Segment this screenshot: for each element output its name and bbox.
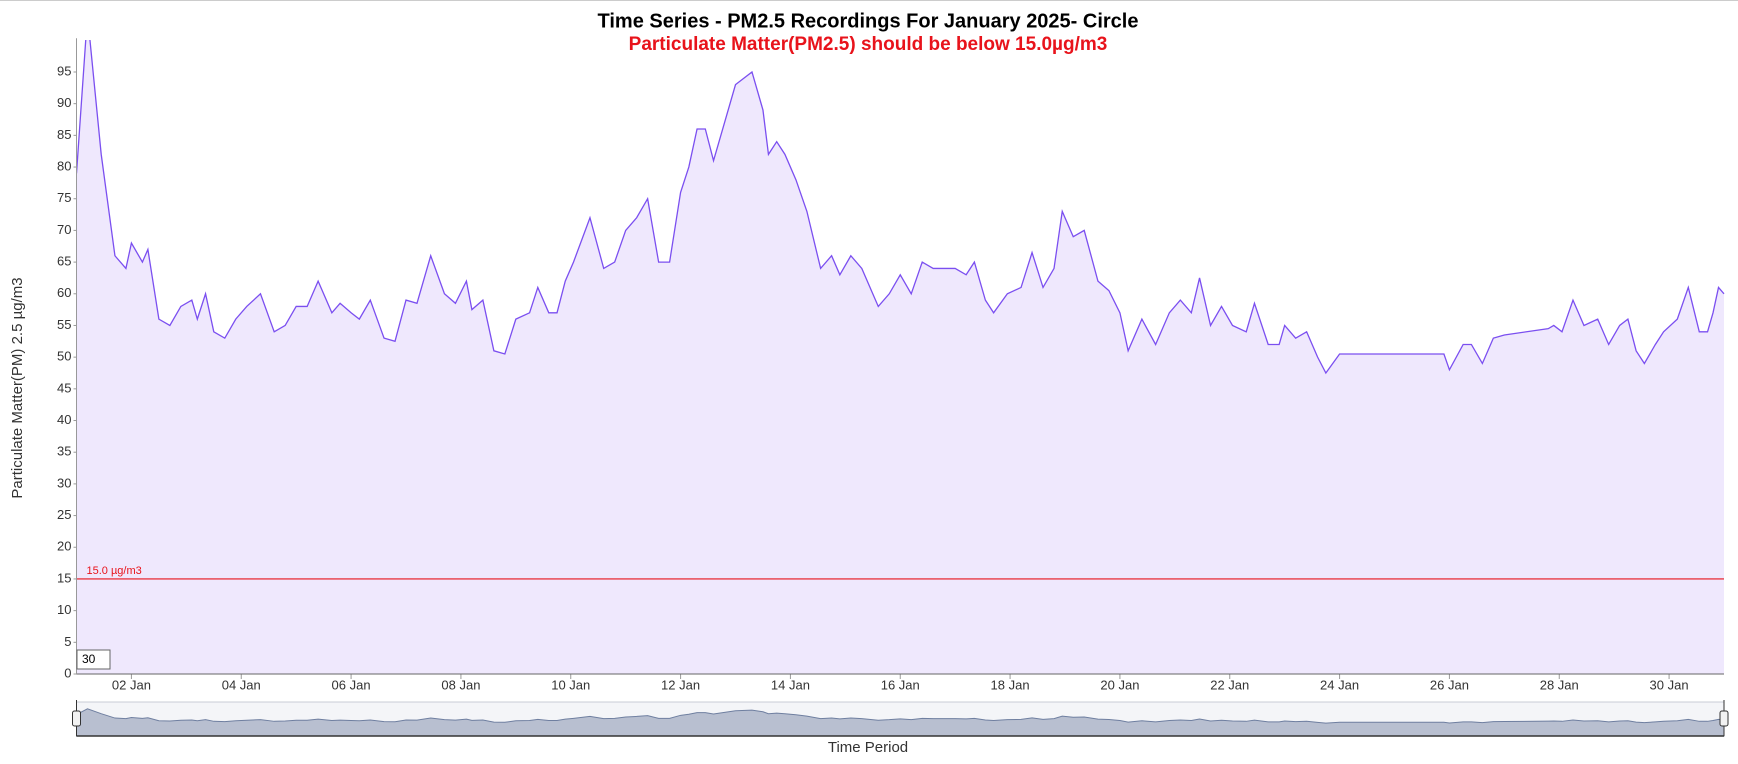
x-tick-label: 12 Jan (661, 677, 700, 692)
plot-area (76, 40, 1725, 674)
chart-subtitle: Particulate Matter(PM2.5) should be belo… (629, 34, 1108, 55)
series-line (76, 40, 1725, 375)
y-tick-label: 0 (64, 665, 71, 680)
y-tick-label: 75 (57, 190, 71, 205)
range-input-box[interactable] (76, 649, 111, 670)
range-input-text[interactable]: 30 (82, 652, 96, 666)
x-tick-label: 28 Jan (1540, 677, 1579, 692)
y-tick-label: 55 (57, 317, 71, 332)
y-tick-label: 10 (57, 602, 71, 617)
x-tick-label: 06 Jan (332, 677, 371, 692)
x-tick-label: 18 Jan (991, 677, 1030, 692)
area-fill (76, 40, 1724, 674)
plot-layer: 0 5 10 15 20 25 30 35 40 45 50 55 60 65 70 75 80 85 90 95 02… (57, 38, 1729, 737)
x-tick-label: 02 Jan (112, 677, 151, 692)
y-tick-label: 70 (57, 222, 71, 237)
y-tick-label: 95 (57, 63, 71, 78)
x-tick-label: 22 Jan (1210, 677, 1249, 692)
x-axis-title: Time Period (828, 739, 908, 756)
y-tick-label: 5 (64, 634, 71, 649)
y-tick-label: 60 (57, 285, 71, 300)
y-tick-label: 40 (57, 412, 71, 427)
x-tick-label: 20 Jan (1100, 677, 1139, 692)
y-tick-label: 35 (57, 444, 71, 459)
x-tick-label: 10 Jan (551, 677, 590, 692)
x-tick-label: 08 Jan (441, 677, 480, 692)
y-tick-label: 15 (57, 570, 71, 585)
y-tick-label: 85 (57, 127, 71, 142)
navigator-handle[interactable] (72, 710, 81, 727)
x-tick-label: 26 Jan (1430, 677, 1469, 692)
navigator-area (76, 708, 1725, 737)
y-tick-label: 25 (57, 507, 71, 522)
x-tick-label: 16 Jan (881, 677, 920, 692)
navigator-handle[interactable] (1719, 710, 1729, 727)
y-tick-label: 45 (57, 380, 71, 395)
y-axis-title: Particulate Matter(PM) 2.5 µg/m3 (9, 277, 26, 498)
y-tick-label: 20 (57, 539, 71, 554)
y-tick-label: 50 (57, 349, 71, 364)
x-tick-label: 14 Jan (771, 677, 810, 692)
x-tick-label: 04 Jan (222, 677, 261, 692)
y-tick-label: 90 (57, 95, 71, 110)
x-tick-label: 30 Jan (1650, 677, 1689, 692)
threshold-label: 15.0 µg/m3 (87, 565, 142, 577)
y-tick-label: 80 (57, 158, 71, 173)
y-tick-label: 30 (57, 475, 71, 490)
x-tick-label: 24 Jan (1320, 677, 1359, 692)
y-tick-label: 65 (57, 254, 71, 269)
chart-title: Time Series - PM2.5 Recordings For Janua… (598, 10, 1139, 32)
